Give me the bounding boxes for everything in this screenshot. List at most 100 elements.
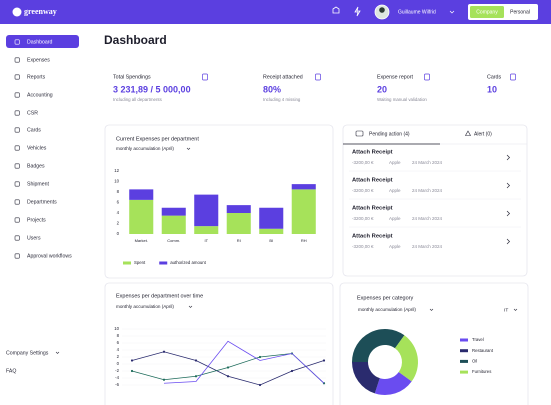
legend-label: Furnitures [472,369,491,374]
nav-item[interactable]: Users [27,235,41,241]
chart-title: Current Expenses per department [116,136,199,142]
action-amount: -3200,00 € [352,160,374,165]
nav-icon [14,235,20,241]
chart-subtitle[interactable]: monthly accumulation (April) [116,304,174,309]
stat-value: 3 231,89 / 5 000,00 [113,84,191,94]
nav-icon [14,217,20,223]
action-amount: -3200,00 € [352,188,374,193]
tab[interactable]: Pending action (4) [369,131,410,137]
action-title[interactable]: Attach Receipt [352,150,393,156]
nav-item[interactable]: Reports [27,74,46,80]
nav-item[interactable]: Cards [27,127,41,133]
line-marker [226,366,230,369]
notification-icon[interactable] [332,6,340,14]
action-title[interactable]: Attach Receipt [352,178,393,184]
chevron[interactable] [186,147,191,150]
chevron[interactable] [506,210,510,217]
x-tick-label: Market. [135,238,148,243]
legend-swatch [460,338,468,342]
legend-label: Travel [472,337,484,342]
chart-subtitle[interactable]: monthly accumulation (April) [116,146,174,151]
pie-slice [374,371,412,395]
y-tick-label: -6 [115,382,119,387]
pie-slice [352,362,380,394]
chevron[interactable] [188,305,193,308]
bar [129,189,154,200]
action-amount: -3200,00 € [352,216,374,221]
action-merchant: Apple [389,160,401,165]
y-tick-label: 4 [117,347,120,352]
y-tick-label: 6 [117,340,120,345]
nav-item[interactable]: Projects [27,217,46,223]
chevron[interactable] [506,182,510,189]
stat-icon [202,73,208,81]
nav-icon [14,92,20,98]
nav-item[interactable]: Shipment [27,181,49,187]
stats-row: Total Spendings 3 231,89 / 5 000,00 Includ… [113,73,516,102]
logo-icon [12,7,22,17]
y-tick-label: 8 [117,333,120,338]
nav-item[interactable]: Approval workflows [27,253,72,259]
nav-icon [14,181,20,187]
sidebar-footer-item[interactable]: FAQ [6,368,16,374]
legend-swatch [460,349,468,353]
nav-item[interactable]: Departments [27,199,57,205]
action-date: 24 March 2024 [412,160,443,165]
action-date: 24 March 2024 [412,216,443,221]
chevron[interactable] [513,308,518,311]
action-title[interactable]: Attach Receipt [352,206,393,212]
chart-title: Expenses per category [357,295,414,301]
y-tick-label: -4 [115,375,119,380]
line-marker [226,375,230,378]
legend-label: Oil [472,359,477,364]
nav-item[interactable]: Dashboard [27,39,52,45]
x-tick-label: Comm. [167,238,180,243]
chevron[interactable] [429,308,434,311]
card [339,282,529,405]
nav-item[interactable]: Badges [27,163,45,169]
toggle-personal[interactable]: Personal [510,9,530,15]
user-menu-chevron[interactable] [449,10,455,14]
sidebar-footer-item[interactable]: Company Settings [6,350,49,356]
stat-label: Total Spendings [113,74,151,80]
nav-item[interactable]: Expenses [27,57,50,63]
nav-item[interactable]: Vehicles [27,145,47,151]
y-tick-label: 2 [117,221,120,226]
legend-swatch [159,261,168,265]
toggle-company[interactable]: Company [476,9,498,15]
legend-label: authorized amount [170,260,206,265]
action-title[interactable]: Attach Receipt [352,234,393,240]
chevron[interactable] [506,238,510,245]
bar [161,215,186,234]
y-tick-label: 12 [114,168,119,173]
logo[interactable]: greenway [24,7,57,16]
bar [291,184,316,190]
x-tick-label: BI [269,238,273,243]
stat-label: Expense report [377,74,413,80]
line-marker [130,359,134,362]
charts: 0 2 4 6 8 10 12 Market. Comm. IT RI BI RH Spent author… [114,168,494,395]
bar [291,189,316,234]
nav-item[interactable]: CSR [27,110,38,116]
tab[interactable]: Alert (0) [474,131,492,137]
y-tick-label: 8 [117,189,120,194]
nav-item[interactable]: Accounting [27,92,53,98]
chevron[interactable] [506,154,510,161]
card [342,124,528,277]
bolt-icon[interactable] [354,6,361,17]
chart-subtitle[interactable]: monthly accumulation (April) [358,307,416,312]
legend-label: Restaurant [472,348,494,353]
line-marker [194,359,198,362]
pending-list: Attach Receipt -3200,00 € Apple 24 March 20… [349,150,521,249]
legend-swatch [460,370,468,374]
category-filter[interactable]: IT [504,307,508,313]
user-name[interactable]: Guillaume Wilfrid [398,9,436,15]
toggle-active[interactable] [470,6,504,18]
active-nav-bg [6,35,79,48]
top-bar [0,0,551,24]
page-title: Dashboard [104,33,167,47]
line-marker [290,369,294,373]
nav-icon [14,39,20,45]
line-marker [322,359,326,362]
